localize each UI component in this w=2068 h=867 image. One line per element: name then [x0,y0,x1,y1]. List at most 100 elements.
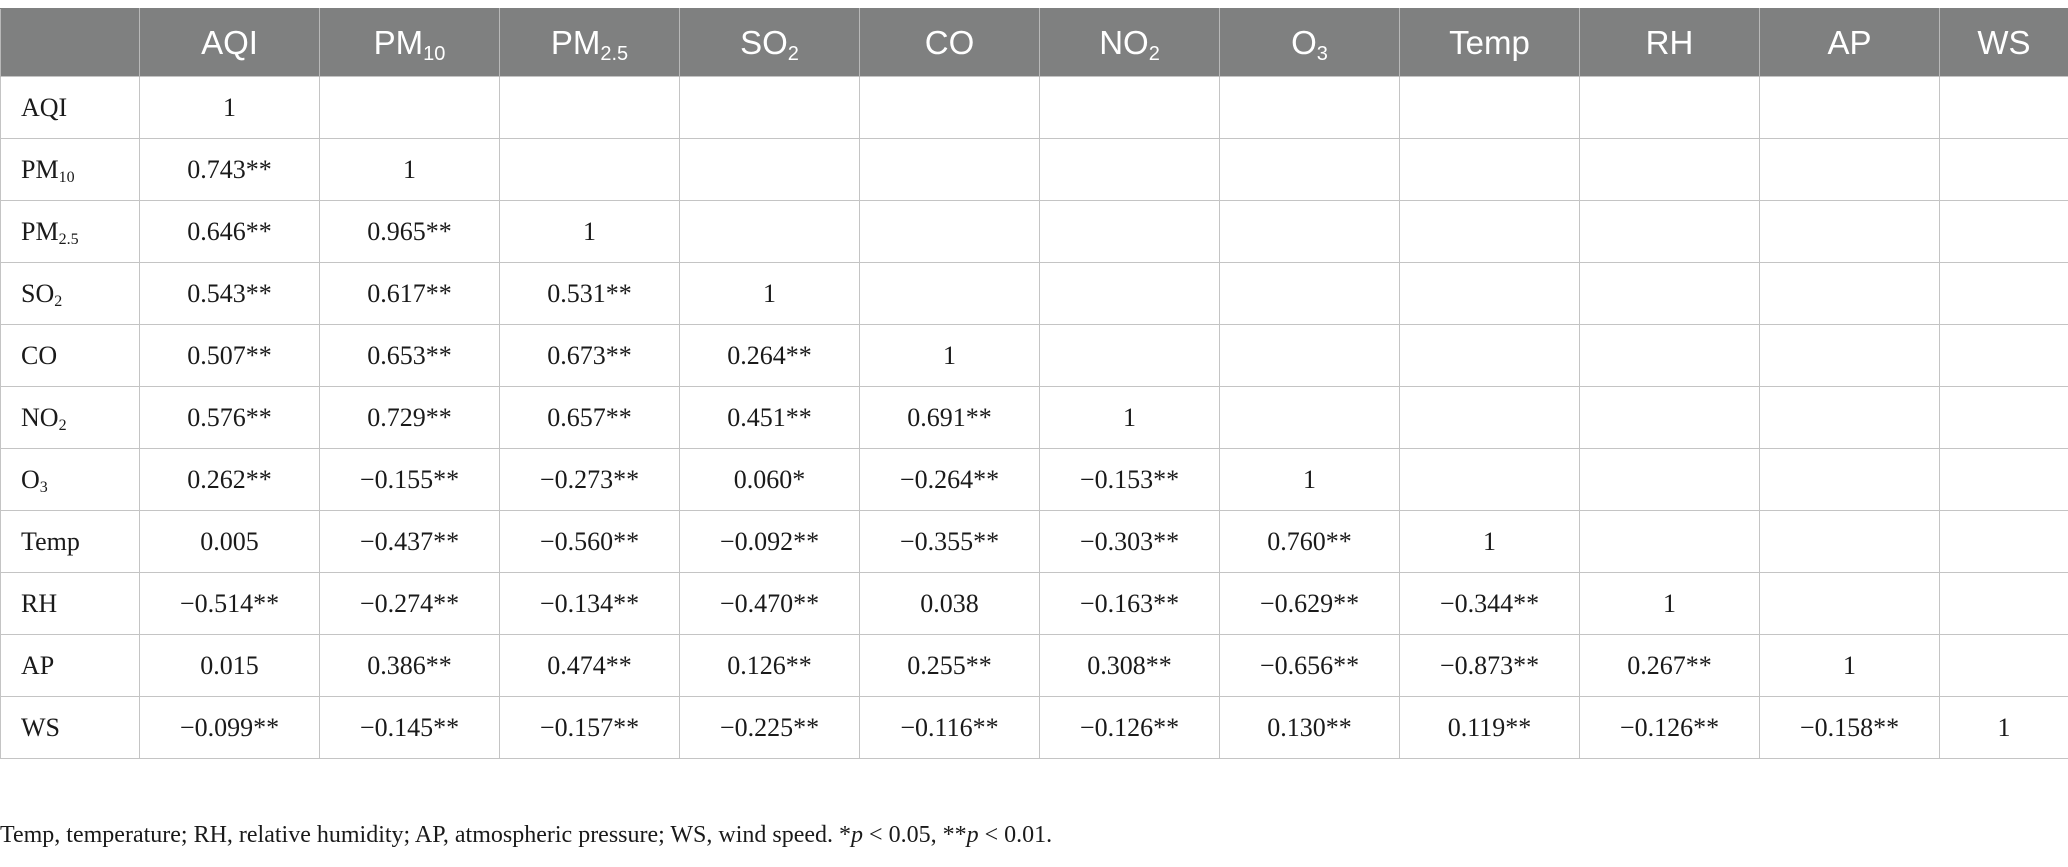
label-subscript: 2 [54,292,63,310]
row-header: NO2 [0,386,140,449]
table-row: PM2.5 0.646** 0.965** 1 [0,200,2068,263]
correlation-cell: 0.743** [139,138,320,201]
correlation-cell: −0.355** [859,510,1040,573]
correlation-cell: −0.264** [859,448,1040,511]
label-text: O [21,464,40,494]
correlation-cell [1759,262,1940,325]
label-text: O [1291,23,1317,61]
label-subscript: 3 [39,478,48,496]
correlation-cell: 0.657** [499,386,680,449]
correlation-cell [1219,76,1400,139]
label-text: WS [21,712,60,742]
table-row: SO2 0.543** 0.617** 0.531** 1 [0,262,2068,325]
correlation-cell: −0.344** [1399,572,1580,635]
correlation-cell: 1 [859,324,1040,387]
correlation-table: AQI PM10 PM2.5 SO2 CO NO2 O3 Temp RH AP WS AQI 1 PM1… [0,8,2068,759]
label-text: NO [21,402,59,432]
row-header: AP [0,634,140,697]
correlation-cell: −0.092** [679,510,860,573]
correlation-cell [319,76,500,139]
row-header: PM10 [0,138,140,201]
correlation-cell: 0.531** [499,262,680,325]
table-row: AQI 1 [0,76,2068,139]
correlation-cell: 1 [1219,448,1400,511]
correlation-cell: −0.560** [499,510,680,573]
correlation-cell [499,138,680,201]
footnote-definitions: Temp, temperature; RH, relative humidity… [0,822,852,848]
correlation-cell [1399,138,1580,201]
correlation-cell: −0.158** [1759,696,1940,759]
correlation-cell: 0.729** [319,386,500,449]
column-header: AQI [139,8,320,77]
correlation-cell [859,200,1040,263]
correlation-cell: 0.691** [859,386,1040,449]
correlation-cell: 0.255** [859,634,1040,697]
correlation-cell: 0.119** [1399,696,1580,759]
correlation-cell [679,76,860,139]
column-header: Temp [1399,8,1580,77]
correlation-cell [1939,448,2068,511]
label-text: PM [21,154,59,184]
correlation-cell [1759,76,1940,139]
correlation-cell [859,262,1040,325]
correlation-cell [1579,76,1760,139]
correlation-cell: 1 [679,262,860,325]
row-header: O3 [0,448,140,511]
column-header: WS [1939,8,2068,77]
correlation-cell: 1 [319,138,500,201]
correlation-cell [1579,324,1760,387]
label-text: RH [21,588,58,618]
correlation-cell: 1 [139,76,320,139]
table-row: CO 0.507** 0.653** 0.673** 0.264** 1 [0,324,2068,387]
label-subscript: 2.5 [600,42,629,65]
label-subscript: 3 [1316,42,1328,65]
correlation-cell [499,76,680,139]
correlation-cell [679,138,860,201]
correlation-cell: 0.543** [139,262,320,325]
correlation-cell: −0.514** [139,572,320,635]
column-header: O3 [1219,8,1400,77]
table-footnote: Temp, temperature; RH, relative humidity… [0,822,1052,849]
correlation-cell [1939,572,2068,635]
correlation-cell: −0.134** [499,572,680,635]
correlation-cell: 1 [1759,634,1940,697]
correlation-cell [1939,262,2068,325]
correlation-cell [1759,572,1940,635]
label-text: Temp [1449,23,1530,61]
footnote-threshold: < 0.01. [978,822,1053,848]
correlation-cell [1039,76,1220,139]
correlation-cell: −0.437** [319,510,500,573]
column-header: SO2 [679,8,860,77]
label-text: RH [1645,23,1694,61]
correlation-cell [1579,262,1760,325]
column-header: AP [1759,8,1940,77]
correlation-cell [1759,386,1940,449]
correlation-cell: 0.126** [679,634,860,697]
label-subscript: 2 [1148,42,1160,65]
label-text: SO [740,23,788,61]
correlation-cell [1939,138,2068,201]
correlation-cell [1579,448,1760,511]
correlation-cell [1219,386,1400,449]
table-row: O3 0.262** −0.155** −0.273** 0.060* −0.264** −… [0,448,2068,511]
table-header-row: AQI PM10 PM2.5 SO2 CO NO2 O3 Temp RH AP WS [0,8,2068,77]
correlation-cell [1939,76,2068,139]
correlation-cell: 1 [1399,510,1580,573]
row-header: CO [0,324,140,387]
table-body: AQI 1 PM10 0.743** 1 PM2.5 0.646** 0.965** 1 SO2 0… [0,76,2068,759]
label-text: PM [550,23,601,61]
correlation-cell [1399,386,1580,449]
correlation-cell [1939,510,2068,573]
row-header: WS [0,696,140,759]
correlation-cell [1939,324,2068,387]
correlation-cell: 0.262** [139,448,320,511]
correlation-cell: 0.386** [319,634,500,697]
correlation-cell: −0.273** [499,448,680,511]
correlation-cell: 0.005 [139,510,320,573]
correlation-cell: 1 [499,200,680,263]
column-header: PM2.5 [499,8,680,77]
table-row: PM10 0.743** 1 [0,138,2068,201]
correlation-cell [1759,200,1940,263]
label-subscript: 2 [58,416,67,434]
correlation-cell: −0.116** [859,696,1040,759]
